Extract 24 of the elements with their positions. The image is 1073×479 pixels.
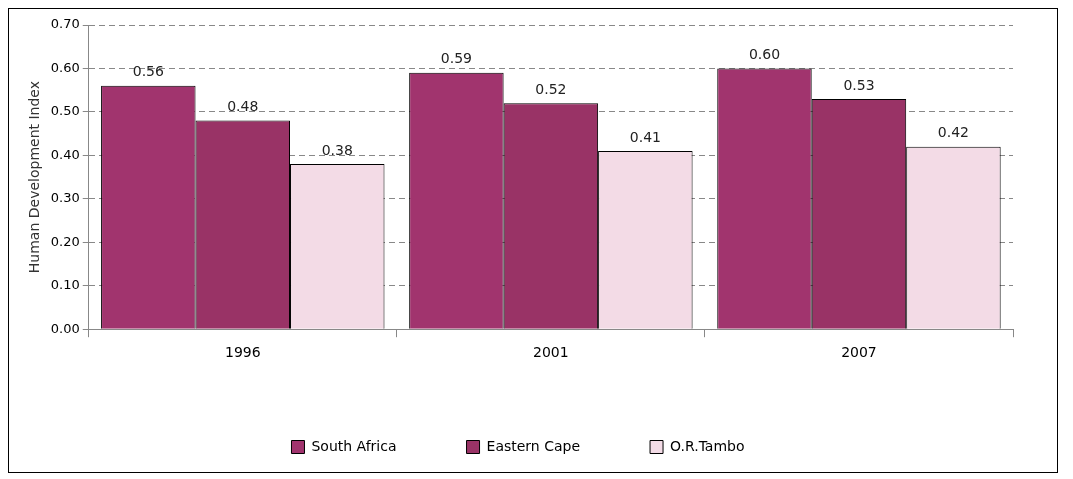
y-tick-label: 0.60 <box>50 59 80 75</box>
data-label: 0.56 <box>132 63 164 80</box>
x-tick-label: 2007 <box>841 344 877 361</box>
y-tick-label: 0.50 <box>50 103 80 119</box>
x-tick-label: 2001 <box>533 344 569 361</box>
y-tick-label: 0.30 <box>50 190 80 206</box>
legend-label: O.R.Tambo <box>670 437 745 454</box>
y-tick-label: 0.10 <box>50 277 80 293</box>
data-label: 0.42 <box>937 124 970 141</box>
legend-label: Eastern Cape <box>486 437 581 454</box>
data-label: 0.48 <box>227 98 259 115</box>
y-tick-label: 0.40 <box>50 146 80 162</box>
data-label: 0.38 <box>321 141 353 158</box>
y-axis-title: Human Development Index <box>26 81 43 274</box>
y-tick-label: 0.70 <box>50 16 80 32</box>
data-label: 0.41 <box>629 128 661 145</box>
y-tick-label: 0.00 <box>50 320 80 336</box>
y-tick-label: 0.20 <box>50 233 80 249</box>
x-tick-label: 1996 <box>224 344 261 361</box>
data-label: 0.60 <box>748 46 781 63</box>
data-label: 0.59 <box>440 50 472 67</box>
data-label: 0.52 <box>535 80 567 97</box>
legend-label: South Africa <box>311 437 397 454</box>
data-label: 0.53 <box>843 76 875 93</box>
